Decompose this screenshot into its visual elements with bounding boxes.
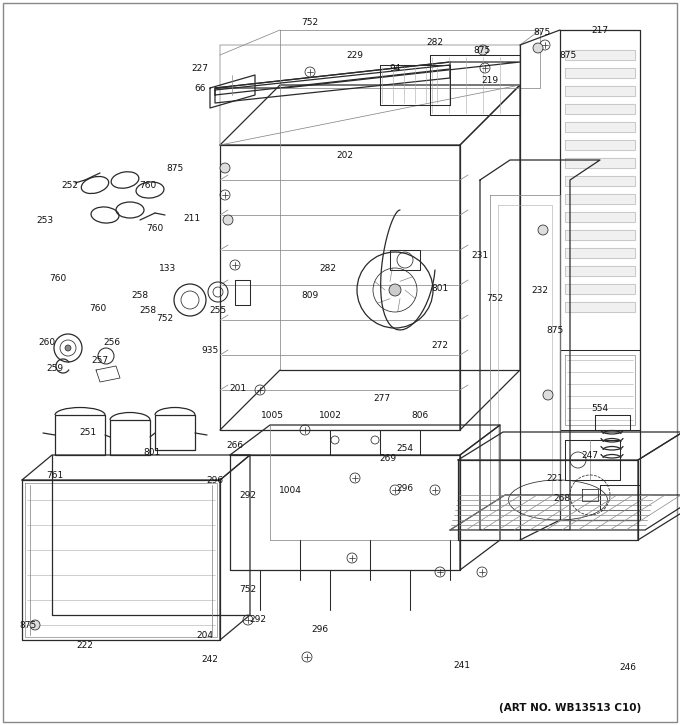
Circle shape — [30, 620, 40, 630]
Text: 222: 222 — [77, 640, 93, 650]
Polygon shape — [565, 266, 635, 276]
Text: 133: 133 — [159, 263, 177, 273]
Circle shape — [220, 163, 230, 173]
Text: 292: 292 — [239, 491, 256, 500]
Text: 252: 252 — [61, 181, 78, 189]
Text: 229: 229 — [347, 51, 364, 59]
Text: 268: 268 — [554, 494, 571, 502]
Circle shape — [223, 215, 233, 225]
Text: 875: 875 — [546, 326, 564, 334]
Text: 257: 257 — [91, 355, 109, 365]
Text: 272: 272 — [432, 341, 449, 349]
Polygon shape — [565, 86, 635, 96]
Polygon shape — [565, 50, 635, 60]
Polygon shape — [565, 284, 635, 294]
Text: 269: 269 — [379, 454, 396, 463]
Text: 202: 202 — [337, 151, 354, 160]
Text: 554: 554 — [592, 404, 609, 413]
Text: 66: 66 — [194, 83, 206, 93]
Text: 260: 260 — [39, 338, 56, 347]
Text: 760: 760 — [139, 181, 156, 189]
Polygon shape — [565, 140, 635, 150]
Text: 875: 875 — [560, 51, 577, 59]
Text: 752: 752 — [239, 586, 256, 594]
Text: 246: 246 — [619, 663, 636, 673]
Text: 282: 282 — [426, 38, 443, 46]
Text: 258: 258 — [131, 291, 148, 299]
Text: 801: 801 — [143, 447, 160, 457]
Circle shape — [538, 225, 548, 235]
Text: 296: 296 — [207, 476, 224, 484]
Text: 752: 752 — [301, 17, 318, 27]
Polygon shape — [565, 302, 635, 312]
Text: 231: 231 — [471, 251, 488, 260]
Text: 806: 806 — [411, 410, 428, 420]
Text: 211: 211 — [184, 213, 201, 223]
Text: 251: 251 — [80, 428, 97, 436]
Text: 266: 266 — [226, 441, 243, 450]
Text: 935: 935 — [201, 346, 219, 355]
Text: 221: 221 — [547, 473, 564, 483]
Text: 292: 292 — [250, 616, 267, 624]
Text: 282: 282 — [320, 263, 337, 273]
Text: 875: 875 — [533, 28, 551, 36]
Circle shape — [65, 345, 71, 351]
Text: 875: 875 — [167, 164, 184, 173]
Text: 94: 94 — [390, 64, 401, 72]
Text: 761: 761 — [46, 471, 64, 479]
Text: 219: 219 — [481, 75, 498, 85]
Polygon shape — [565, 248, 635, 258]
Text: 1004: 1004 — [279, 486, 301, 494]
Text: 247: 247 — [581, 450, 598, 460]
Text: 296: 296 — [396, 484, 413, 492]
Text: 801: 801 — [431, 283, 449, 292]
Polygon shape — [565, 176, 635, 186]
Text: 1002: 1002 — [318, 410, 341, 420]
Text: 752: 752 — [486, 294, 504, 302]
Polygon shape — [565, 230, 635, 240]
Polygon shape — [565, 104, 635, 114]
Text: 253: 253 — [37, 215, 54, 225]
Text: 875: 875 — [473, 46, 491, 54]
Text: 201: 201 — [229, 384, 247, 392]
Text: (ART NO. WB13513 C10): (ART NO. WB13513 C10) — [499, 703, 641, 713]
Text: 296: 296 — [311, 626, 328, 634]
Text: 232: 232 — [532, 286, 549, 294]
Text: 241: 241 — [454, 660, 471, 669]
Text: 254: 254 — [396, 444, 413, 452]
Text: 277: 277 — [373, 394, 390, 402]
Circle shape — [533, 43, 543, 53]
Circle shape — [478, 45, 488, 55]
Text: 227: 227 — [192, 64, 209, 72]
Text: 217: 217 — [592, 25, 609, 35]
Text: 760: 760 — [89, 304, 107, 312]
Text: 204: 204 — [197, 631, 214, 639]
Text: 875: 875 — [19, 621, 37, 629]
Text: 1005: 1005 — [260, 410, 284, 420]
Text: 255: 255 — [209, 305, 226, 315]
Text: 760: 760 — [50, 273, 67, 283]
Circle shape — [389, 284, 401, 296]
Text: 752: 752 — [156, 313, 173, 323]
Polygon shape — [565, 158, 635, 168]
Text: 256: 256 — [103, 338, 120, 347]
Text: 258: 258 — [139, 305, 156, 315]
Polygon shape — [565, 68, 635, 78]
Text: 259: 259 — [46, 363, 63, 373]
Text: 809: 809 — [301, 291, 319, 299]
Polygon shape — [565, 122, 635, 132]
Circle shape — [543, 390, 553, 400]
Polygon shape — [565, 212, 635, 222]
Polygon shape — [565, 194, 635, 204]
Text: 760: 760 — [146, 223, 164, 233]
Text: 242: 242 — [201, 655, 218, 665]
